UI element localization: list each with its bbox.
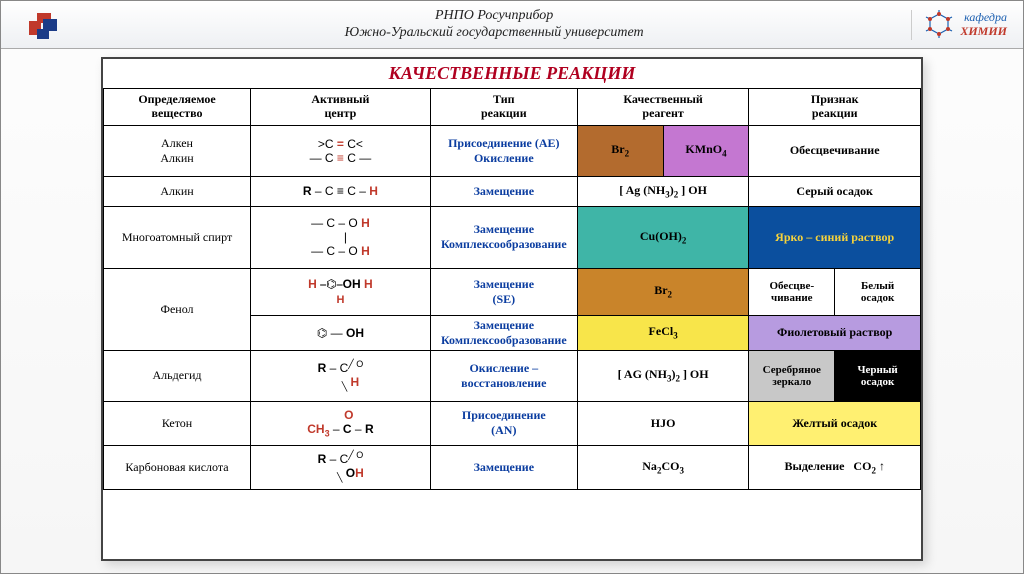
table-header-row: Определяемоевещество Активныйцентр Типре… [104,89,921,126]
type-cell: Замещение [430,445,577,489]
dept-block: кафедра ХИМИИ [911,10,1007,40]
sign-cell: Выделение CO2 ↑ [749,445,921,489]
center-cell: H ⎯⌬⎯OH HH [251,268,431,315]
table-row: Альдегид R – C╱ O ╲ H Окисление –восстан… [104,350,921,401]
header-line1: РНПО Росучприбор [77,8,911,25]
substance-cell: Карбоновая кислота [104,445,251,489]
table-row: Карбоновая кислота R – C╱ O ╲ OH Замещен… [104,445,921,489]
sign-cell: Обесцвечивание [749,125,921,176]
type-cell: ЗамещениеКомплексообразование [430,315,577,350]
center-cell: >C = C< — C ≡ C — [251,125,431,176]
top-bar: РНПО Росучприбор Южно-Уральский государс… [1,1,1023,49]
center-cell: R – C╱ O ╲ OH [251,445,431,489]
page-title: КАЧЕСТВЕННЫЕ РЕАКЦИИ [103,59,921,88]
center-cell: ⌬ — OH [251,315,431,350]
type-cell: Замещение [430,176,577,206]
reactions-table: Определяемоевещество Активныйцентр Типре… [103,88,921,490]
table-row: Фенол H ⎯⌬⎯OH HH Замещение(SE) Br2 Обесц… [104,268,921,315]
substance-cell: Кетон [104,401,251,445]
reagent-cell: Cu(OH)2 [577,206,749,268]
type-cell: Присоединение(АN) [430,401,577,445]
type-cell: Окисление –восстановление [430,350,577,401]
reagent-cell: [ Ag (NH3)2 ] OH [577,176,749,206]
table-row: АлкенАлкин >C = C< — C ≡ C — Присоединен… [104,125,921,176]
header-line2: Южно-Уральский государственный университ… [77,25,911,42]
reagent-cell: HJO [577,401,749,445]
sign-cell: Серебряноезеркало Черныйосадок [749,350,921,401]
table-row: Кетон O CH3 – C – R Присоединение(АN) HJ… [104,401,921,445]
sign-cell: Ярко – синий раствор [749,206,921,268]
type-cell: ЗамещениеКомплексообразование [430,206,577,268]
col-header: Качественныйреагент [577,89,749,126]
center-cell: R – C╱ O ╲ H [251,350,431,401]
reagent-cell: FeCl3 [577,315,749,350]
substance-cell: Фенол [104,268,251,350]
reagent-cell: Br2 [577,268,749,315]
col-header: Типреакции [430,89,577,126]
col-header: Признакреакции [749,89,921,126]
content-card: КАЧЕСТВЕННЫЕ РЕАКЦИИ Определяемоевеществ… [101,57,923,561]
center-cell: O CH3 – C – R [251,401,431,445]
col-header: Активныйцентр [251,89,431,126]
table-row: Алкин R – C ≡ C – H Замещение [ Ag (NH3)… [104,176,921,206]
dept-label1: кафедра [960,11,1007,24]
molecule-icon [924,10,954,40]
sign-cell: Обесцве-чивание Белыйосадок [749,268,921,315]
app-frame: РНПО Росучприбор Южно-Уральский государс… [0,0,1024,574]
type-cell: Присоединение (АЕ)Окисление [430,125,577,176]
substance-cell: АлкенАлкин [104,125,251,176]
reagent-cell: Br2 KMnO4 [577,125,749,176]
sign-cell: Фиолетовый раствор [749,315,921,350]
sign-cell: Серый осадок [749,176,921,206]
reagent-cell: Na2CO3 [577,445,749,489]
substance-cell: Многоатомный спирт [104,206,251,268]
type-cell: Замещение(SE) [430,268,577,315]
sign-cell: Желтый осадок [749,401,921,445]
reagent-cell: [ AG (NH3)2 ] OH [577,350,749,401]
org-logo-icon [17,7,77,43]
substance-cell: Алкин [104,176,251,206]
table-row: Многоатомный спирт — C – O H | — C – O H… [104,206,921,268]
center-cell: R – C ≡ C – H [251,176,431,206]
col-header: Определяемоевещество [104,89,251,126]
header-title: РНПО Росучприбор Южно-Уральский государс… [77,8,911,42]
dept-label2: ХИМИИ [960,25,1007,38]
center-cell: — C – O H | — C – O H [251,206,431,268]
substance-cell: Альдегид [104,350,251,401]
